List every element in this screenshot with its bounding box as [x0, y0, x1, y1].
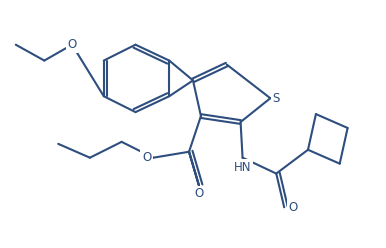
Text: HN: HN — [234, 161, 251, 174]
Text: S: S — [272, 92, 280, 105]
Text: O: O — [194, 187, 203, 200]
Text: O: O — [68, 38, 77, 51]
Text: O: O — [288, 201, 297, 214]
Text: O: O — [142, 151, 151, 164]
